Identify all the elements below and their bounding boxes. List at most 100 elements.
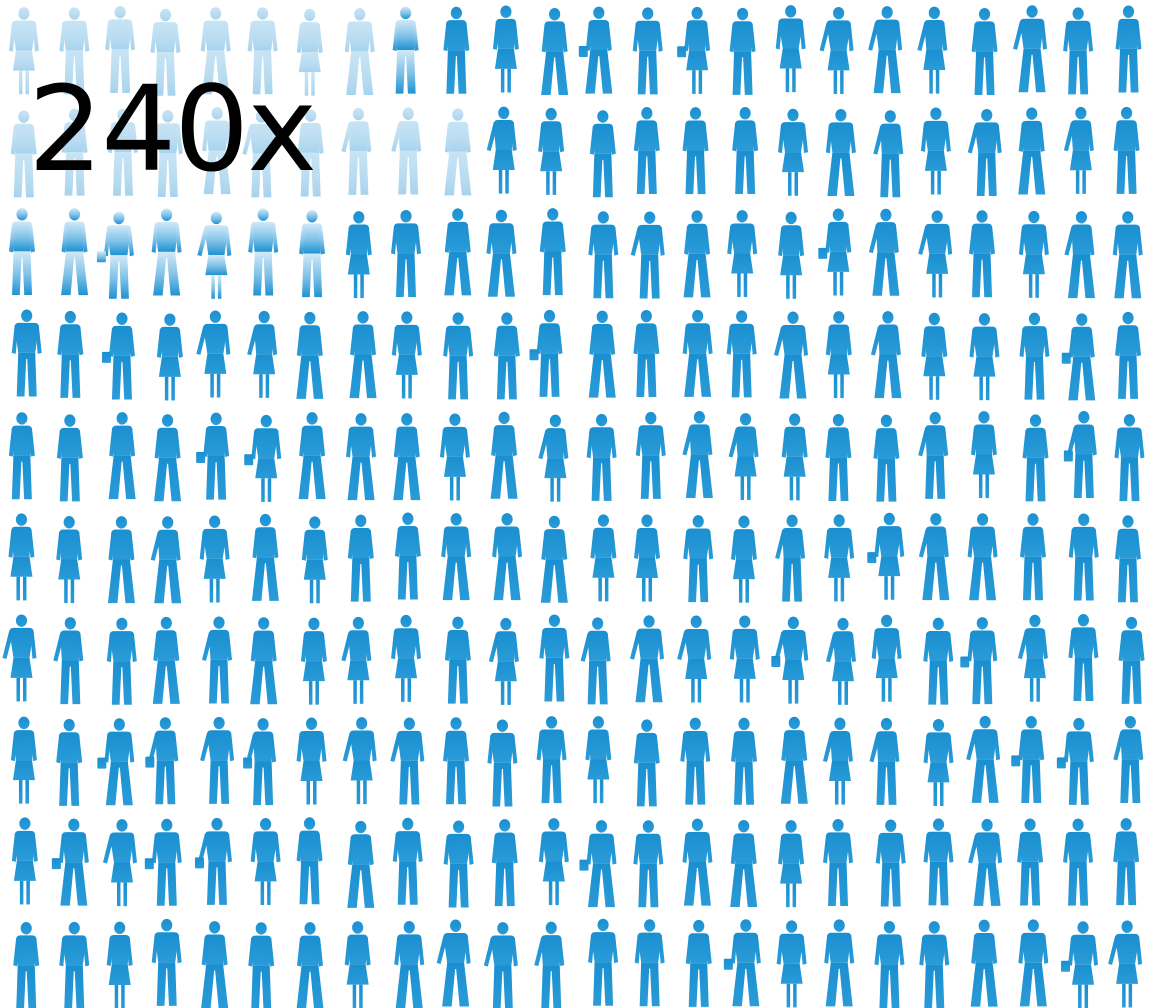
person-silhouette-icon (8, 513, 35, 601)
person-silhouette-icon (244, 414, 282, 502)
person-silhouette-icon (873, 414, 900, 502)
person-silhouette-icon (439, 413, 470, 501)
person-silhouette-icon (633, 820, 664, 908)
person-silhouette-icon (778, 820, 805, 908)
person-silhouette-icon (1064, 211, 1095, 299)
person-silhouette-icon (923, 718, 954, 806)
person-silhouette-icon (97, 718, 135, 806)
person-silhouette-icon (300, 617, 327, 705)
person-silhouette-icon (346, 413, 377, 501)
person-silhouette-icon (1063, 411, 1097, 499)
person-silhouette-icon (588, 211, 619, 299)
person-silhouette-icon (486, 106, 517, 194)
person-silhouette-icon (818, 208, 852, 296)
person-silhouette-icon (488, 617, 519, 705)
person-silhouette-icon (1115, 311, 1142, 399)
person-silhouette-icon (682, 309, 713, 397)
person-silhouette-icon (541, 7, 569, 95)
person-silhouette-icon (780, 716, 808, 804)
person-silhouette-icon (483, 922, 518, 1008)
person-silhouette-icon (1017, 614, 1048, 702)
person-silhouette-icon (197, 211, 232, 299)
person-silhouette-icon (444, 208, 472, 296)
person-silhouette-icon (106, 921, 133, 1008)
person-silhouette-icon (539, 614, 570, 702)
person-silhouette-icon (296, 922, 324, 1008)
person-silhouette-icon (580, 617, 611, 705)
person-silhouette-icon (107, 108, 138, 196)
person-silhouette-icon (1022, 414, 1049, 502)
person-silhouette-icon (8, 412, 35, 500)
person-silhouette-icon (347, 514, 374, 602)
person-silhouette-icon (10, 716, 37, 804)
person-silhouette-icon (250, 617, 278, 705)
person-silhouette-icon (968, 818, 1003, 906)
person-silhouette-icon (683, 515, 714, 603)
person-silhouette-icon (730, 819, 758, 907)
person-silhouette-icon (145, 717, 179, 805)
person-silhouette-icon (960, 617, 998, 705)
person-silhouette-icon (1115, 5, 1142, 93)
person-silhouette-icon (1113, 818, 1140, 906)
person-silhouette-icon (1063, 818, 1094, 906)
person-silhouette-icon (490, 411, 518, 499)
person-silhouette-icon (1018, 919, 1049, 1007)
person-silhouette-icon (53, 617, 84, 705)
person-silhouette-icon (345, 211, 372, 299)
person-silhouette-icon (921, 312, 948, 400)
person-silhouette-icon (296, 311, 324, 399)
person-silhouette-icon (682, 818, 713, 906)
person-silhouette-icon (825, 413, 852, 501)
person-silhouette-icon (1011, 715, 1045, 803)
person-silhouette-icon (243, 718, 277, 806)
person-silhouette-icon (61, 208, 89, 296)
person-silhouette-icon (1061, 921, 1099, 1008)
person-silhouette-icon (634, 514, 661, 602)
person-silhouette-icon (588, 310, 616, 398)
person-silhouette-icon (685, 919, 712, 1007)
person-silhouette-icon (819, 6, 854, 94)
person-silhouette-icon (2, 614, 37, 702)
person-silhouette-icon (778, 211, 805, 299)
person-silhouette-icon (151, 918, 182, 1006)
person-silhouette-icon (1063, 7, 1094, 95)
person-silhouette-icon (729, 7, 756, 95)
person-silhouette-icon (486, 209, 517, 297)
person-silhouette-icon (971, 7, 998, 95)
person-silhouette-icon (443, 820, 474, 908)
person-silhouette-icon (1019, 513, 1046, 601)
person-silhouette-icon (11, 309, 42, 397)
person-silhouette-icon (538, 107, 565, 195)
person-silhouette-icon (492, 513, 523, 601)
person-silhouette-icon (774, 311, 809, 399)
person-silhouette-icon (966, 715, 1001, 803)
person-silhouette-icon (539, 208, 566, 296)
person-silhouette-icon (538, 818, 569, 906)
person-silhouette-icon (11, 817, 38, 905)
person-silhouette-icon (390, 209, 421, 297)
person-silhouette-icon (1113, 106, 1140, 194)
person-silhouette-icon (102, 819, 137, 907)
person-silhouette-icon (56, 414, 83, 502)
person-silhouette-icon (200, 716, 235, 804)
person-silhouette-icon (444, 108, 472, 196)
person-silhouette-icon (1112, 211, 1143, 299)
person-silhouette-icon (61, 108, 88, 196)
person-silhouette-icon (390, 717, 425, 805)
person-silhouette-icon (443, 717, 470, 805)
person-silhouette-icon (152, 616, 180, 704)
person-silhouette-icon (731, 717, 758, 805)
person-silhouette-icon (247, 7, 278, 95)
person-silhouette-icon (199, 515, 230, 603)
person-silhouette-icon (579, 820, 617, 908)
person-silhouette-icon (1013, 5, 1048, 93)
count-label: 240x (28, 60, 317, 198)
person-silhouette-icon (152, 110, 183, 198)
person-silhouette-icon (349, 311, 377, 399)
person-silhouette-icon (824, 919, 855, 1007)
person-silhouette-icon (1017, 818, 1044, 906)
person-silhouette-icon (1018, 107, 1046, 195)
person-silhouette-icon (970, 919, 998, 1007)
person-silhouette-icon (248, 208, 279, 296)
